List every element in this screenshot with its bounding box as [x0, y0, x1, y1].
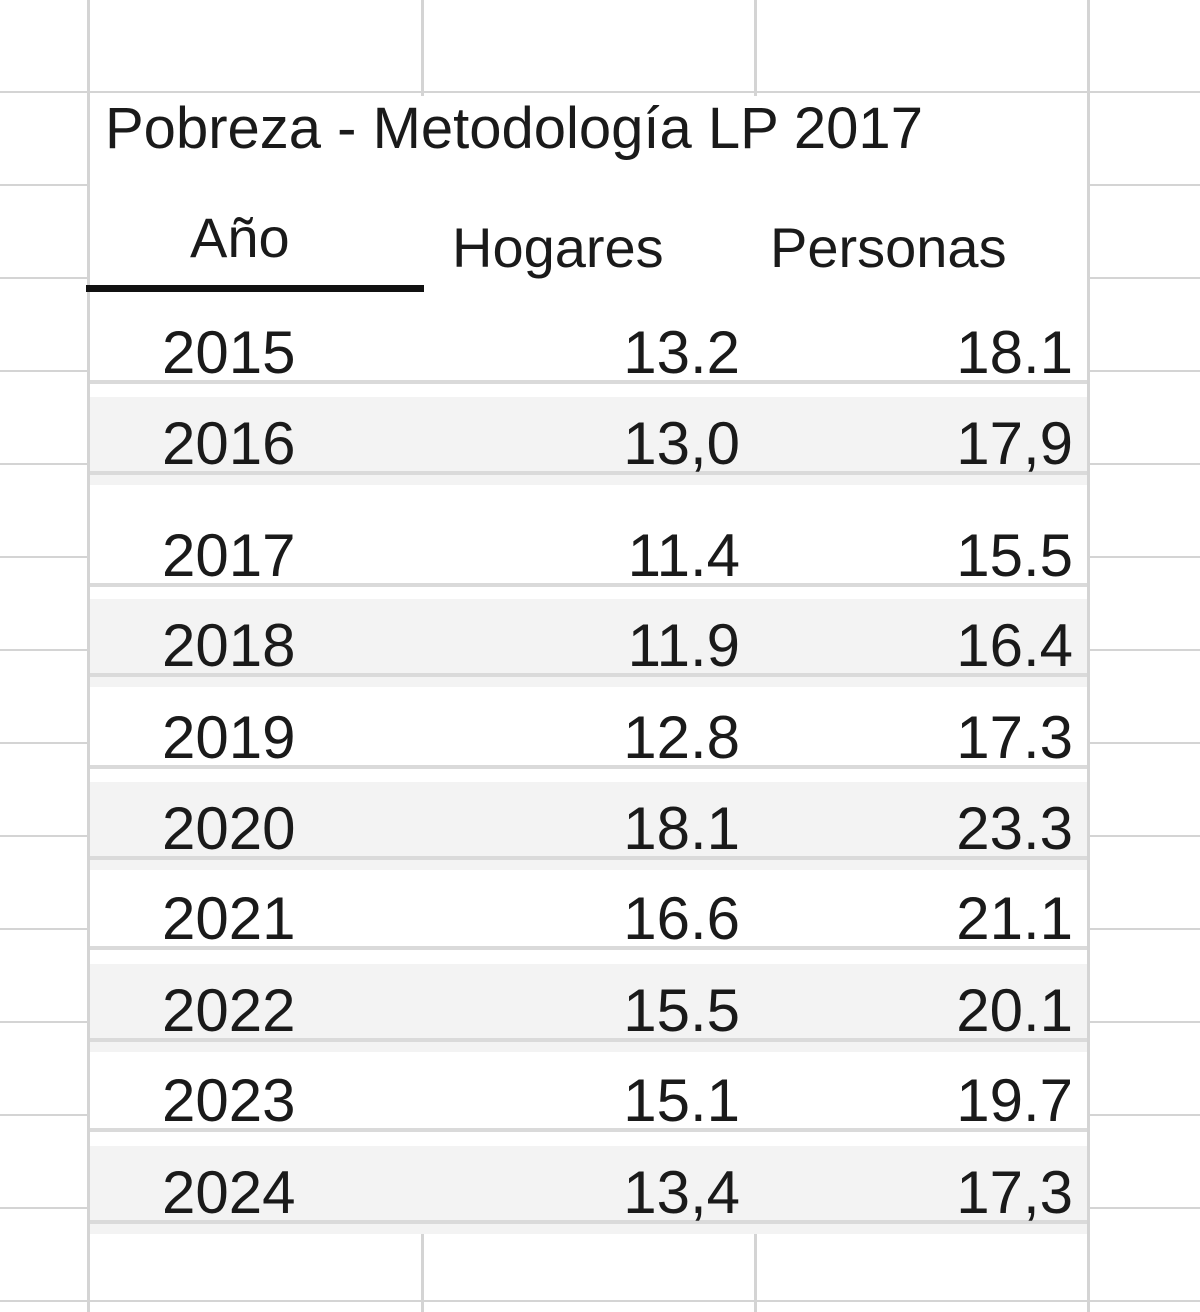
- value-cell: 18.1: [956, 319, 1073, 386]
- header-underline: [86, 285, 424, 292]
- value-cell: 16.4: [956, 612, 1073, 679]
- row-separator: [90, 765, 1087, 769]
- row-band: [90, 397, 1087, 485]
- year-cell: 2021: [162, 885, 296, 952]
- value-cell: 17,9: [956, 410, 1073, 477]
- value-cell: 13.2: [623, 319, 740, 386]
- row-separator: [90, 471, 1087, 475]
- row-separator: [90, 946, 1087, 950]
- year-cell: 2022: [162, 977, 296, 1044]
- value-cell: 16.6: [623, 885, 740, 952]
- value-cell: 17,3: [956, 1159, 1073, 1226]
- year-cell: 2019: [162, 704, 296, 771]
- value-cell: 15.5: [623, 977, 740, 1044]
- value-cell: 12.8: [623, 704, 740, 771]
- value-cell: 18.1: [623, 795, 740, 862]
- table-title: Pobreza - Metodología LP 2017: [105, 96, 923, 161]
- row-separator: [90, 673, 1087, 677]
- value-cell: 15.5: [956, 522, 1073, 589]
- value-cell: 11.4: [627, 522, 740, 589]
- row-separator: [90, 380, 1087, 384]
- value-cell: 20.1: [956, 977, 1073, 1044]
- column-header: Hogares: [452, 216, 664, 279]
- value-cell: 13,0: [623, 410, 740, 477]
- value-cell: 17.3: [956, 704, 1073, 771]
- row-separator: [90, 583, 1087, 587]
- column-header: Personas: [770, 216, 1007, 279]
- year-cell: 2015: [162, 319, 296, 386]
- value-cell: 11.9: [627, 612, 740, 679]
- year-cell: 2017: [162, 522, 296, 589]
- value-cell: 21.1: [956, 885, 1073, 952]
- row-band: [90, 1146, 1087, 1234]
- column-header: Año: [190, 206, 290, 269]
- row-separator: [90, 856, 1087, 860]
- value-cell: 19.7: [956, 1067, 1073, 1134]
- value-cell: 15.1: [623, 1067, 740, 1134]
- row-band: [90, 964, 1087, 1052]
- row-band: [90, 782, 1087, 870]
- row-separator: [90, 1128, 1087, 1132]
- year-cell: 2023: [162, 1067, 296, 1134]
- year-cell: 2020: [162, 795, 296, 862]
- row-band: [90, 599, 1087, 687]
- value-cell: 13,4: [623, 1159, 740, 1226]
- year-cell: 2018: [162, 612, 296, 679]
- row-separator: [90, 1220, 1087, 1224]
- year-cell: 2024: [162, 1159, 296, 1226]
- value-cell: 23.3: [956, 795, 1073, 862]
- year-cell: 2016: [162, 410, 296, 477]
- row-separator: [90, 1038, 1087, 1042]
